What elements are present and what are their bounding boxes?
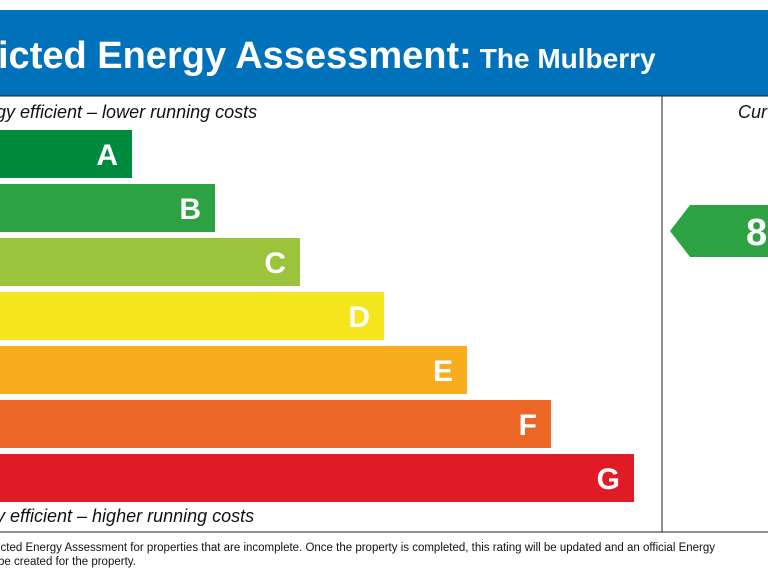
top-note: gy efficient – lower running costs — [0, 102, 257, 122]
band-letter: B — [179, 193, 201, 226]
band-bar — [0, 346, 467, 394]
title-main: icted Energy Assessment: — [0, 35, 472, 77]
band-bar — [0, 184, 215, 232]
bands: A B C D E F G — [0, 130, 634, 502]
bottom-note: y efficient – higher running costs — [0, 506, 254, 526]
band-bar — [0, 130, 132, 178]
header-band — [0, 10, 768, 96]
footer-line: be created for the property. — [0, 556, 136, 568]
band-letter: E — [433, 355, 453, 388]
rating-arrow — [670, 205, 768, 257]
title: icted Energy Assessment: The Mulberry — [0, 35, 656, 77]
title-sub: The Mulberry — [480, 43, 656, 74]
current-heading: Cur — [738, 102, 768, 122]
band-bar — [0, 292, 384, 340]
band-letter: C — [264, 247, 286, 280]
band-bar — [0, 400, 551, 448]
band-letter: A — [96, 139, 118, 172]
footer-line: icted Energy Assessment for properties t… — [0, 542, 715, 554]
band-letter: F — [519, 409, 537, 442]
band-bar — [0, 454, 634, 502]
rating: 8 — [746, 212, 767, 254]
band-letter: G — [597, 463, 620, 496]
band-bar — [0, 238, 300, 286]
band-letter: D — [348, 301, 370, 334]
